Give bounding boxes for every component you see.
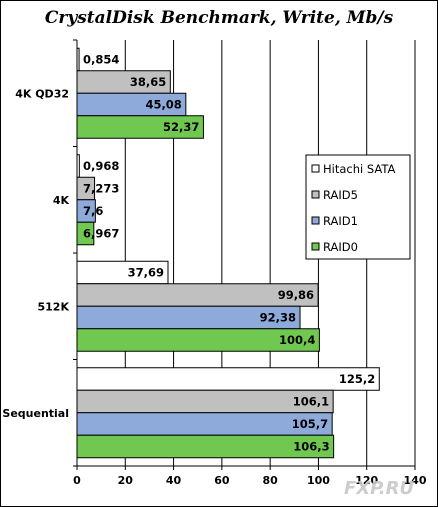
legend-box	[305, 154, 411, 260]
legend: Hitachi SATA RAID5 RAID1 RAID0	[305, 154, 411, 260]
data-label: 38,65	[130, 75, 166, 89]
data-label: 99,86	[278, 288, 314, 302]
data-label: 105,7	[292, 417, 328, 431]
labels: 0,854 38,65 45,08 52,37 4K QD32 0,968 7,273 7,6…	[2, 53, 426, 488]
data-label: 106,3	[293, 440, 329, 454]
data-label: 7,6	[83, 204, 103, 218]
legend-label: RAID0	[323, 240, 358, 254]
data-label: 100,4	[279, 333, 315, 347]
legend-label: RAID5	[323, 188, 358, 202]
legend-label: Hitachi SATA	[323, 162, 395, 176]
x-tick-label: 60	[214, 474, 230, 487]
data-label: 0,968	[83, 159, 119, 173]
data-label: 6,967	[83, 227, 119, 241]
legend-swatch	[311, 242, 320, 251]
data-label: 92,38	[260, 311, 296, 325]
category-label: 4K	[53, 194, 70, 207]
legend-swatch	[311, 164, 320, 173]
data-label: 45,08	[145, 98, 181, 112]
x-tick-label: 0	[73, 474, 81, 487]
category-label: 4K QD32	[15, 87, 69, 100]
legend-swatch	[311, 216, 320, 225]
category-label: Sequential	[2, 407, 69, 420]
x-tick-label: 120	[355, 474, 378, 487]
bar-hitachi-sata	[76, 367, 380, 391]
watermark-logo: FXP.RU	[344, 478, 414, 499]
legend-swatch	[311, 190, 320, 199]
data-label: 125,2	[339, 372, 375, 386]
category-label: 512K	[38, 300, 70, 313]
x-tick-label: 80	[262, 474, 278, 487]
data-label: 0,854	[83, 53, 119, 67]
x-tick-label: 140	[404, 474, 427, 487]
x-tick-label: 40	[166, 474, 182, 487]
data-label: 106,1	[293, 395, 329, 409]
legend-label: RAID1	[323, 214, 358, 228]
data-label: 37,69	[128, 266, 164, 280]
x-tick-label: 20	[118, 474, 134, 487]
bars	[76, 47, 380, 459]
data-label: 7,273	[83, 182, 119, 196]
x-tick-label: 100	[307, 474, 330, 487]
chart-title: CrystalDisk Benchmark, Write, Mb/s	[44, 8, 394, 28]
data-label: 52,37	[163, 120, 199, 134]
axes	[73, 39, 416, 470]
